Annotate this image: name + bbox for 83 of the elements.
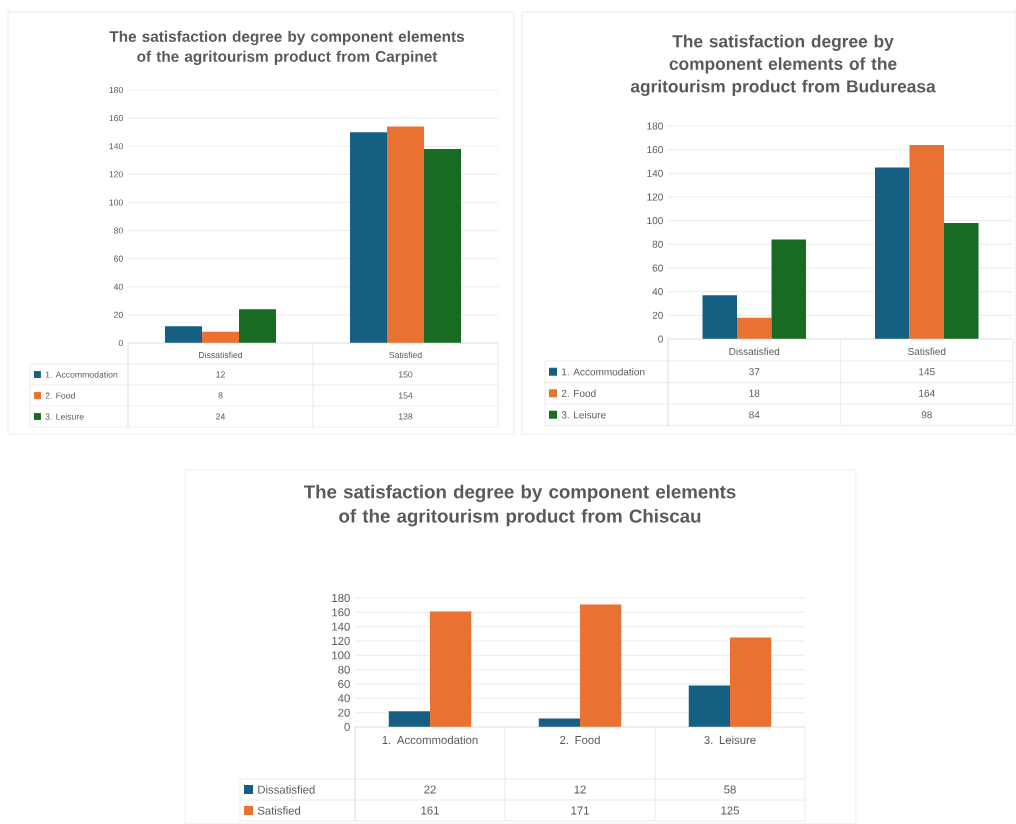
y-tick-label: 180 — [647, 122, 663, 130]
bar — [350, 132, 388, 343]
x-tick-label: 3. Leisure — [704, 735, 756, 745]
legend-label: 2. Food — [561, 389, 596, 397]
y-tick-label: 80 — [114, 227, 123, 234]
data-label: 98 — [921, 411, 932, 419]
y-tick-label: 80 — [652, 240, 663, 248]
data-label: 154 — [398, 392, 413, 399]
y-tick-label: 60 — [652, 264, 663, 272]
bar — [688, 685, 731, 727]
y-tick-label: 120 — [647, 193, 663, 201]
y-tick-label: 120 — [332, 636, 350, 645]
y-tick-label: 140 — [647, 169, 663, 177]
y-tick-label: 120 — [109, 171, 123, 178]
y-tick-label: 180 — [332, 593, 350, 602]
x-tick-label: Dissatisfied — [199, 351, 243, 359]
bar — [702, 295, 738, 339]
y-tick-label: 160 — [332, 608, 350, 617]
bar — [388, 711, 430, 727]
bar — [771, 239, 807, 339]
y-tick-label: 60 — [338, 679, 350, 688]
y-tick-label: 20 — [338, 708, 350, 717]
x-tick-label: 2. Food — [560, 735, 600, 745]
data-label: 171 — [571, 806, 589, 815]
x-tick-label: Satisfied — [389, 351, 422, 359]
data-label: 125 — [721, 806, 739, 815]
chart-title: The satisfaction degree by component elements of the agritourism product from Chiscau — [303, 484, 736, 527]
y-tick-label: 140 — [109, 143, 123, 150]
bar — [909, 144, 945, 339]
y-tick-label: 40 — [113, 283, 123, 290]
y-tick-label: 100 — [109, 199, 123, 206]
y-tick-label: 40 — [337, 694, 350, 703]
bar — [430, 611, 472, 727]
legend-label: 3. Leisure — [561, 411, 606, 419]
bar — [875, 167, 910, 339]
y-tick-label: 60 — [114, 255, 123, 262]
bar — [424, 149, 462, 343]
bar — [944, 223, 979, 339]
y-tick-label: 160 — [109, 115, 123, 122]
x-tick-label: 1. Accommodation — [382, 735, 478, 745]
data-label: 150 — [398, 371, 413, 378]
legend-label: Satisfied — [257, 806, 301, 815]
data-label: 145 — [919, 368, 935, 376]
data-label: 12 — [574, 785, 586, 794]
y-tick-label: 80 — [338, 665, 350, 674]
data-label: 58 — [724, 785, 736, 794]
data-label: 24 — [216, 413, 226, 420]
legend-label: 1. Accommodation — [45, 371, 118, 378]
bar — [580, 604, 622, 727]
y-tick-label: 20 — [652, 311, 663, 319]
y-tick-label: 0 — [658, 335, 663, 343]
bar — [730, 637, 772, 727]
y-tick-label: 0 — [118, 339, 123, 347]
data-label: 37 — [749, 368, 760, 376]
y-tick-label: 0 — [344, 723, 350, 731]
data-label: 8 — [218, 392, 223, 399]
chart-title: The satisfaction degree by component elements of the agritourism product from Carpinet — [109, 30, 465, 65]
bar — [239, 309, 277, 343]
data-label: 138 — [398, 413, 413, 420]
y-tick-label: 40 — [652, 288, 663, 296]
data-label: 12 — [216, 371, 225, 378]
data-label: 18 — [749, 389, 760, 397]
legend-label: 1. Accommodation — [562, 368, 645, 376]
x-tick-label: Dissatisfied — [729, 347, 780, 356]
y-tick-label: 140 — [332, 622, 350, 631]
bar — [387, 126, 425, 343]
y-tick-label: 100 — [647, 217, 663, 225]
data-label: 22 — [424, 785, 436, 794]
data-label: 164 — [919, 389, 935, 397]
bar — [538, 718, 581, 727]
y-tick-label: 180 — [109, 86, 123, 94]
x-tick-label: Satisfied — [908, 347, 946, 356]
bar — [737, 317, 772, 339]
y-tick-label: 100 — [332, 651, 350, 660]
legend-label: Dissatisfied — [258, 785, 315, 794]
bar — [165, 326, 203, 343]
legend-label: 2. Food — [45, 392, 75, 399]
data-label: 84 — [749, 411, 760, 419]
legend-label: 3. Leisure — [45, 413, 84, 420]
y-tick-label: 160 — [647, 146, 663, 154]
chart-title: The satisfaction degree by component elements of the agritourism product from Budureasa — [630, 34, 936, 97]
data-label: 161 — [421, 806, 439, 815]
y-tick-label: 20 — [114, 311, 123, 318]
